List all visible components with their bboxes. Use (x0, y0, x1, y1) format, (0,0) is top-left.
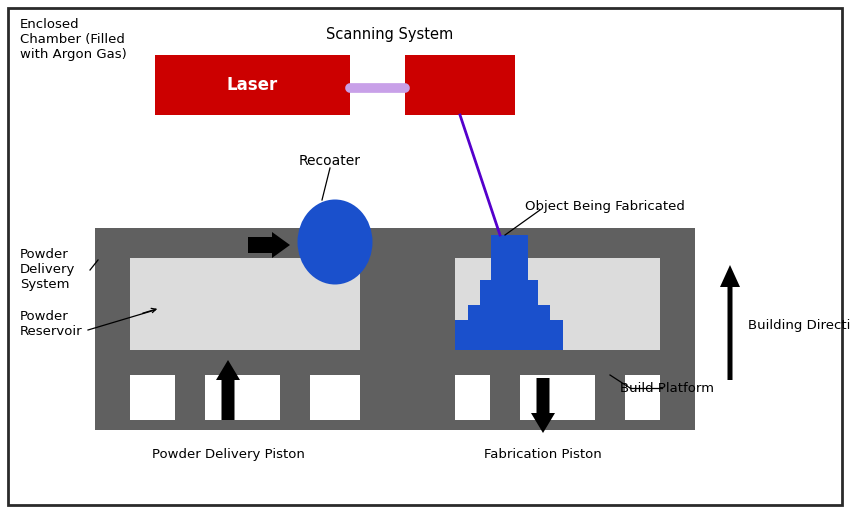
Text: Powder
Delivery
System: Powder Delivery System (20, 248, 76, 291)
Bar (455, 258, 660, 350)
FancyArrow shape (248, 232, 290, 258)
Text: Laser: Laser (226, 76, 278, 94)
FancyArrow shape (216, 360, 240, 420)
Bar (280, 375, 310, 430)
Bar (420, 420, 695, 430)
Text: Building Direction: Building Direction (748, 318, 850, 332)
Text: Powder Delivery Piston: Powder Delivery Piston (151, 448, 304, 461)
Text: Object Being Fabricated: Object Being Fabricated (525, 200, 685, 213)
Bar (360, 258, 395, 430)
Bar (95, 258, 130, 430)
Bar (595, 375, 625, 430)
Bar (468, 305, 550, 320)
Bar (491, 235, 528, 280)
Text: Build Platform: Build Platform (620, 382, 714, 395)
Bar (420, 258, 455, 430)
Bar (130, 258, 360, 350)
Text: Recoater: Recoater (299, 154, 361, 168)
FancyArrow shape (720, 265, 740, 380)
Bar (130, 350, 360, 375)
Bar (395, 228, 420, 430)
Bar (480, 280, 538, 305)
Bar (175, 375, 205, 430)
Text: Scanning System: Scanning System (326, 27, 454, 42)
Bar (155, 55, 350, 115)
Text: Fabrication Piston: Fabrication Piston (484, 448, 602, 461)
Text: Enclosed
Chamber (Filled
with Argon Gas): Enclosed Chamber (Filled with Argon Gas) (20, 18, 127, 61)
Bar (455, 320, 563, 338)
Bar (455, 350, 660, 375)
Bar (95, 228, 695, 258)
Bar (405, 55, 515, 115)
Bar (95, 420, 395, 430)
Bar (490, 375, 520, 430)
FancyArrow shape (531, 378, 555, 433)
Bar (660, 258, 695, 430)
Text: Powder
Reservoir: Powder Reservoir (20, 310, 82, 338)
Bar (455, 338, 563, 350)
Ellipse shape (298, 199, 372, 284)
